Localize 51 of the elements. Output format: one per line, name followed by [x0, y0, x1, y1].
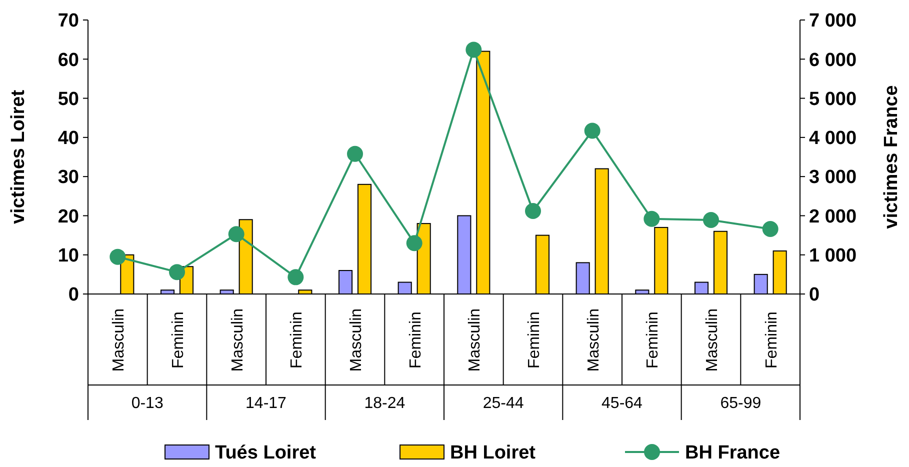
y2-tick-label: 0 [809, 284, 820, 306]
x-tick-label: Feminin [526, 312, 543, 368]
point [466, 42, 482, 58]
text: 45-64 [602, 395, 643, 412]
y2-axis-title: victimes France [881, 85, 902, 229]
text: 25-44 [482, 395, 524, 412]
y-tick-label: 70 [58, 10, 79, 32]
y2-tick-label: 4 000 [809, 128, 857, 150]
x-tick-label: Feminin [763, 312, 780, 368]
y-axis-title: victimes Loiret [8, 89, 29, 224]
y-tick-label: 50 [58, 88, 79, 110]
x-tick-label: Masculin [466, 308, 484, 372]
legend-label: Tués Loiret [215, 442, 317, 464]
y2-tick-label: 6 000 [809, 50, 857, 71]
text: 65-99 [720, 395, 762, 412]
y2-tick-label: 1 000 [809, 246, 857, 267]
y2-tick-label: 7 000 [809, 10, 857, 32]
point [406, 235, 422, 252]
point [525, 203, 541, 220]
x-tick-label: Feminin [288, 312, 306, 368]
point [288, 269, 304, 286]
point [169, 264, 185, 280]
y-tick-label: 0 [68, 284, 79, 306]
point [762, 221, 778, 238]
legend-label: BH Loiret [450, 442, 536, 464]
x-tick-label: Feminin [170, 312, 187, 368]
point [703, 212, 719, 228]
x-tick-label: Masculin [229, 308, 246, 372]
point [584, 122, 600, 139]
x-tick-label: Feminin [407, 312, 424, 368]
y-tick-label: 10 [58, 246, 79, 267]
x-tick-label: Masculin [704, 308, 721, 372]
y-tick-label: 40 [58, 128, 79, 150]
y-tick-label: 20 [58, 206, 79, 228]
legend-label: BH France [685, 442, 780, 464]
text: 18-24 [364, 395, 406, 412]
x-tick-label: Masculin [585, 308, 602, 372]
y-tick-label: 60 [58, 50, 79, 71]
x-tick-label: Feminin [644, 312, 662, 368]
text: 14-17 [246, 395, 287, 412]
y-tick-label: 30 [58, 167, 79, 188]
y2-tick-label: 5 000 [809, 88, 857, 110]
y2-tick-label: 2 000 [809, 206, 857, 228]
x-tick-label: Masculin [110, 308, 128, 372]
x-tick-label: Masculin [348, 308, 365, 372]
point [347, 146, 363, 162]
y2-tick-label: 3 000 [809, 167, 857, 188]
point [228, 226, 244, 242]
point [110, 248, 126, 265]
text: 0-13 [131, 395, 164, 412]
point [644, 210, 660, 227]
